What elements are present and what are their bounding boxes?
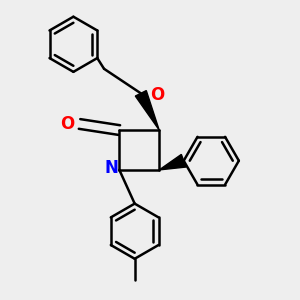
Polygon shape: [159, 154, 186, 170]
Text: N: N: [105, 159, 118, 177]
Text: O: O: [60, 115, 74, 133]
Text: O: O: [151, 86, 165, 104]
Polygon shape: [135, 91, 159, 130]
